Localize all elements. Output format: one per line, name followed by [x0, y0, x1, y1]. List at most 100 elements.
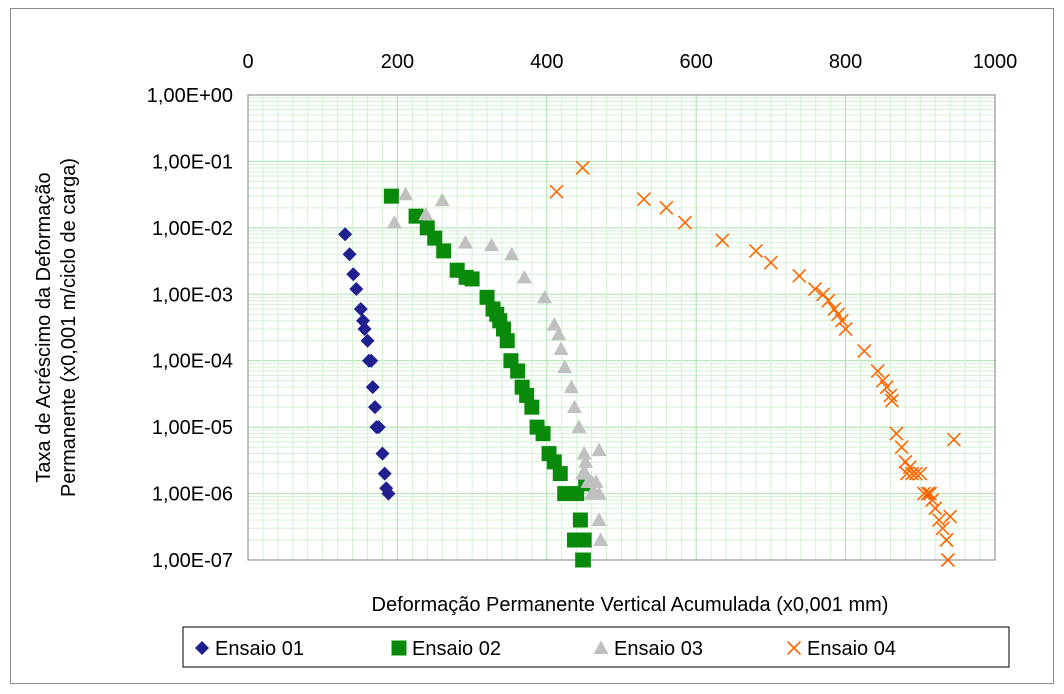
data-point [575, 160, 590, 175]
y-tick-label: 1,00E+00 [147, 85, 233, 107]
legend-marker [593, 640, 609, 654]
data-point [677, 215, 693, 230]
data-point [510, 363, 526, 379]
data-point [360, 333, 375, 348]
data-point [857, 343, 872, 359]
data-point [591, 486, 607, 500]
data-point [943, 509, 958, 524]
data-point [553, 341, 569, 356]
data-point [342, 247, 357, 262]
data-point [371, 420, 386, 435]
data-point [894, 440, 909, 455]
data-points [338, 160, 961, 568]
data-point [807, 281, 823, 297]
data-point [504, 246, 520, 261]
data-point [537, 289, 553, 304]
data-point [715, 233, 730, 248]
x-tick-label: 0 [242, 51, 253, 73]
data-point [563, 379, 579, 394]
data-point [499, 333, 515, 349]
series-1-points [338, 227, 396, 501]
data-point [516, 269, 532, 284]
legend-marker [786, 640, 802, 656]
data-point [591, 512, 607, 527]
data-point [457, 235, 473, 249]
x-tick-labels: 0 200 400 600 800 1000 [242, 51, 1017, 73]
data-point [575, 466, 591, 480]
data-point [821, 293, 836, 308]
data-point [464, 271, 480, 287]
data-point [831, 307, 846, 322]
y-axis-title-line-2: Permanente (x0,001 m/ciclo de carga) [58, 158, 80, 497]
data-point [365, 380, 380, 395]
data-point [375, 446, 390, 461]
grid-lines [247, 95, 996, 561]
y-tick-label: 1,00E-03 [152, 284, 233, 306]
data-point [593, 532, 609, 547]
data-point [484, 237, 500, 252]
data-point [552, 466, 568, 482]
data-point [889, 426, 904, 441]
data-point [519, 387, 535, 403]
data-point [838, 321, 853, 337]
data-point [436, 243, 452, 259]
data-point [916, 486, 932, 501]
chart-frame [10, 8, 1054, 684]
data-point [572, 512, 588, 528]
data-point [659, 200, 674, 215]
data-point [946, 432, 961, 447]
data-point [535, 426, 551, 442]
data-point [570, 532, 586, 548]
data-point [381, 486, 396, 501]
data-point [834, 313, 849, 328]
data-point [524, 399, 540, 415]
data-point [346, 267, 361, 282]
data-point [353, 302, 368, 317]
x-tick-label: 800 [829, 51, 862, 73]
legend: Ensaio 01 Ensaio 02 Ensaio 03 Ensaio 04 [182, 626, 1010, 668]
data-point [576, 446, 592, 460]
data-point [383, 188, 399, 204]
series-2-points [383, 188, 594, 568]
data-point [913, 466, 928, 481]
data-point [357, 322, 372, 337]
data-point [870, 363, 885, 379]
data-point [920, 486, 935, 501]
data-point [549, 184, 564, 199]
series-4-points [549, 160, 961, 568]
data-point [338, 227, 353, 242]
data-point [935, 521, 950, 536]
data-point [386, 215, 402, 229]
x-tick-label: 400 [530, 51, 563, 73]
data-point [763, 255, 778, 270]
legend-item: Ensaio 03 [593, 638, 703, 660]
y-tick-label: 1,00E-02 [152, 218, 233, 240]
data-point [551, 326, 567, 341]
x-tick-label: 200 [381, 51, 414, 73]
data-point [591, 442, 607, 457]
data-point [908, 466, 923, 481]
legend-label: Ensaio 01 [215, 638, 304, 660]
data-point [367, 400, 382, 415]
x-tick-label: 1000 [973, 51, 1018, 73]
legend-marker [195, 641, 209, 655]
series-3-points [386, 186, 609, 547]
data-point [571, 419, 587, 434]
legend-label: Ensaio 02 [412, 638, 501, 660]
data-point [588, 474, 604, 488]
y-tick-labels: 1,00E+00 1,00E-01 1,00E-02 1,00E-03 1,00E-04… [147, 85, 233, 572]
data-point [925, 492, 940, 508]
legend-marker [391, 640, 407, 656]
legend-item: Ensaio 02 [391, 638, 501, 660]
data-point [479, 289, 495, 305]
data-point [792, 268, 807, 283]
data-point [636, 192, 651, 207]
legend-label: Ensaio 03 [614, 638, 703, 660]
data-point [495, 321, 511, 337]
legend-box [182, 626, 1010, 668]
data-point [566, 399, 582, 414]
plot-area [247, 94, 996, 561]
data-point [418, 206, 434, 221]
data-point [939, 532, 954, 548]
